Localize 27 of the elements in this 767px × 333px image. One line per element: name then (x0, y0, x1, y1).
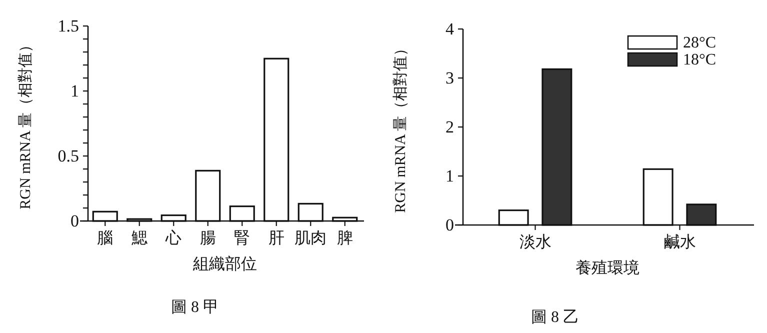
y-tick-label: 1.5 (58, 16, 79, 36)
y-tick-label: 4 (446, 20, 454, 38)
y-tick-label: 0.5 (58, 146, 79, 166)
y-tick-label: 1 (446, 166, 454, 186)
x-tick-label: 腸 (200, 230, 216, 247)
x-tick-label: 心 (164, 229, 182, 247)
x-tick-label: 腦 (97, 230, 114, 247)
y-axis-title: RGN mRNA 量（相對值） (392, 41, 409, 213)
legend-label: 28°C (683, 34, 716, 52)
y-tick-label: 1 (70, 82, 79, 100)
x-axis-title: 養殖環境 (576, 259, 640, 277)
x-axis-title: 組織部位 (192, 255, 257, 273)
x-tick-label: 腎 (234, 230, 250, 247)
y-tick-label: 0 (446, 216, 454, 234)
caption: 圖 8 乙 (531, 309, 579, 326)
x-tick-label: 鰓 (131, 230, 148, 247)
x-tick-label: 淡水 (519, 233, 552, 251)
x-tick-label: 肌肉 (294, 230, 327, 247)
x-tick-label: 鹹水 (664, 233, 696, 251)
x-tick-label: 脾 (336, 230, 353, 247)
x-tick-label: 肝 (268, 230, 284, 247)
y-tick-label: 3 (446, 68, 454, 88)
y-axis-title: RGN mRNA 量（相對值） (17, 38, 34, 210)
y-tick-label: 2 (446, 118, 454, 136)
y-tick-label: 0 (70, 212, 79, 230)
legend-label: 18°C (683, 52, 716, 68)
caption: 圖 8 甲 (171, 299, 219, 316)
